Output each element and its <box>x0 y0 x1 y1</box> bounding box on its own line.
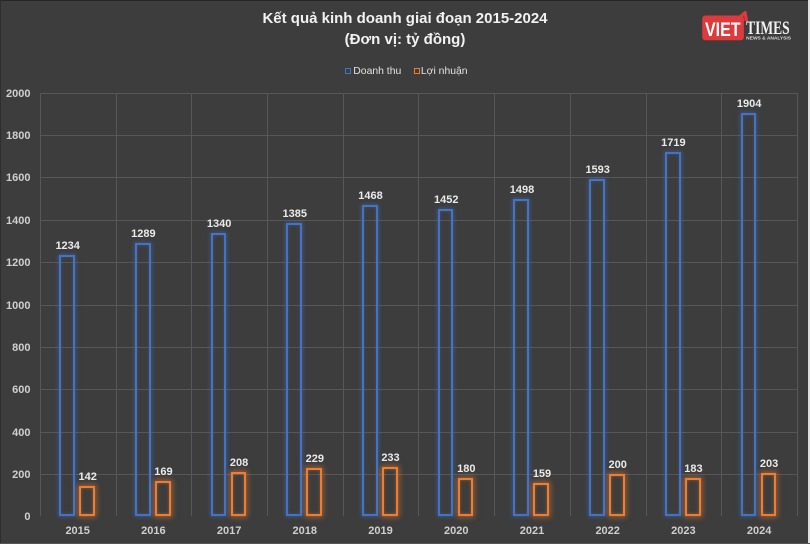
svg-text:VIET: VIET <box>705 19 741 41</box>
svg-text:TIMES: TIMES <box>746 18 790 39</box>
svg-text:NEWS & ANALYSIS: NEWS & ANALYSIS <box>746 35 791 40</box>
